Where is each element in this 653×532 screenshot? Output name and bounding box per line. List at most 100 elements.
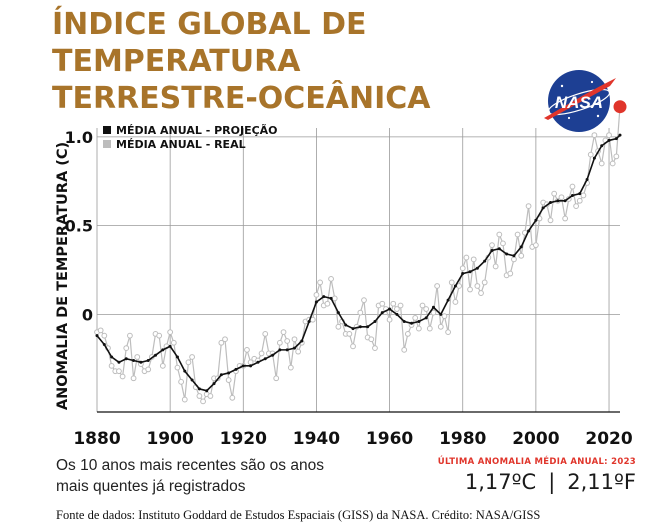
last-anomaly-celsius: 1,17ºC [464, 470, 537, 494]
smoothed-mean-point [395, 312, 399, 316]
annual-mean-point [390, 300, 397, 307]
smoothed-mean-point [344, 323, 348, 327]
annual-mean-point [467, 286, 473, 293]
smoothed-mean-point [139, 360, 143, 364]
chart-title: ÍNDICE GLOBAL DE TEMPERATURA TERRESTRE-O… [52, 6, 522, 117]
annual-mean-point [547, 217, 554, 224]
nasa-logo-star [596, 114, 600, 118]
annual-mean-point [562, 215, 569, 222]
annual-mean-point [474, 283, 481, 289]
smoothed-mean-point [461, 272, 465, 276]
annual-mean-point [225, 377, 232, 383]
smoothed-mean-point [468, 270, 472, 274]
title-line-1: ÍNDICE GLOBAL DE [52, 7, 367, 42]
last-anomaly-label: ÚLTIMA ANOMALIA MÉDIA ANUAL: 2023 [437, 457, 636, 467]
smoothed-mean-point [241, 364, 245, 368]
annual-mean-point [437, 323, 444, 330]
x-tick-label: 2000 [512, 429, 559, 449]
annual-mean-point [328, 275, 334, 282]
annual-mean-point [200, 398, 206, 405]
smoothed-mean-point [424, 316, 428, 320]
smoothed-mean-point [446, 298, 450, 302]
annual-mean-point [470, 256, 477, 263]
legend-label: MÉDIA ANUAL - PROJEÇÃO [116, 124, 278, 137]
annual-mean-point [361, 297, 367, 304]
smoothed-mean-point [618, 133, 622, 137]
smoothed-mean-point [322, 295, 326, 299]
smoothed-mean-point [307, 319, 311, 323]
smoothed-mean-point [585, 177, 589, 181]
annual-mean-point [500, 240, 506, 247]
annual-mean-point [576, 197, 583, 204]
smoothed-mean-point [219, 373, 223, 377]
annual-mean-point [372, 345, 378, 352]
annual-mean-point [430, 309, 437, 316]
smoothed-mean-point [292, 346, 296, 350]
nasa-logo: NASA [544, 70, 616, 132]
smoothed-mean-point [102, 343, 106, 347]
annual-mean-point [97, 327, 104, 334]
smoothed-mean-point [483, 259, 487, 263]
annual-mean-point [478, 290, 484, 296]
annual-mean-point [587, 151, 594, 158]
annual-mean-point [357, 309, 364, 316]
annual-mean-point [262, 331, 269, 337]
smoothed-mean-point [263, 357, 267, 361]
smoothed-mean-point [117, 360, 121, 364]
grid-layer [96, 128, 620, 412]
annual-mean-point [108, 362, 115, 369]
last-anomaly-fahrenheit: 2,11ºF [567, 470, 636, 494]
annual-mean-point [426, 325, 433, 332]
smoothed-mean-point [402, 319, 406, 323]
smoothed-mean-point [329, 296, 333, 300]
annual-mean-point [580, 192, 587, 199]
annual-mean-point [448, 279, 455, 286]
x-tick-label: 2020 [585, 429, 632, 449]
annual-mean-point [123, 345, 130, 352]
annual-mean-point [258, 350, 265, 357]
annual-mean-point [423, 306, 430, 312]
annual-mean-point [280, 329, 287, 336]
annual-mean-point [401, 346, 408, 353]
annual-mean-point [170, 339, 177, 346]
annual-mean-point [222, 336, 228, 343]
annual-mean-point [386, 316, 393, 323]
smoothed-mean-point [314, 300, 318, 304]
smoothed-mean-point [563, 199, 567, 203]
annual-mean-point [324, 300, 331, 307]
annual-mean-point [456, 283, 462, 289]
x-tick-label: 1980 [439, 429, 486, 449]
annual-mean-point [119, 373, 126, 380]
smoothed-mean-point [549, 201, 553, 205]
annual-mean-point [244, 346, 250, 353]
smoothed-mean-point [124, 357, 128, 361]
annual-mean-point [159, 362, 166, 369]
latest-anomaly-point [613, 100, 627, 114]
annual-mean-point [335, 323, 342, 330]
annual-mean-point [511, 256, 517, 263]
smoothed-mean-point [600, 144, 604, 148]
annual-mean-point [317, 279, 323, 286]
annual-mean-point [116, 368, 122, 375]
smoothed-mean-point [519, 245, 523, 249]
y-axis-label: ANOMALIA DE TEMPERATURA (C) [55, 142, 71, 410]
smoothed-mean-point [512, 254, 516, 258]
last-anomaly-separator: | [548, 470, 556, 494]
smoothed-mean-point [234, 367, 238, 371]
annual-mean-point [518, 252, 525, 259]
smoothed-mean-point [183, 369, 187, 373]
last-anomaly-values: 1,17ºC | 2,11ºF [410, 470, 636, 494]
smoothed-mean-point [534, 218, 538, 222]
smoothed-mean-point [388, 307, 392, 311]
annual-mean-point [368, 336, 375, 343]
smoothed-mean-point [351, 327, 355, 331]
smoothed-mean-point [190, 378, 194, 382]
annual-mean-point [291, 336, 298, 343]
smoothed-mean-point [380, 311, 384, 315]
nasa-logo-star [560, 84, 564, 88]
annual-mean-point [434, 283, 441, 289]
smoothed-mean-point [285, 348, 289, 352]
data-source-credit: Fonte de dados: Instituto Goddard de Est… [56, 508, 541, 522]
recent-years-note: Os 10 anos mais recentes são os anos mai… [56, 457, 324, 495]
